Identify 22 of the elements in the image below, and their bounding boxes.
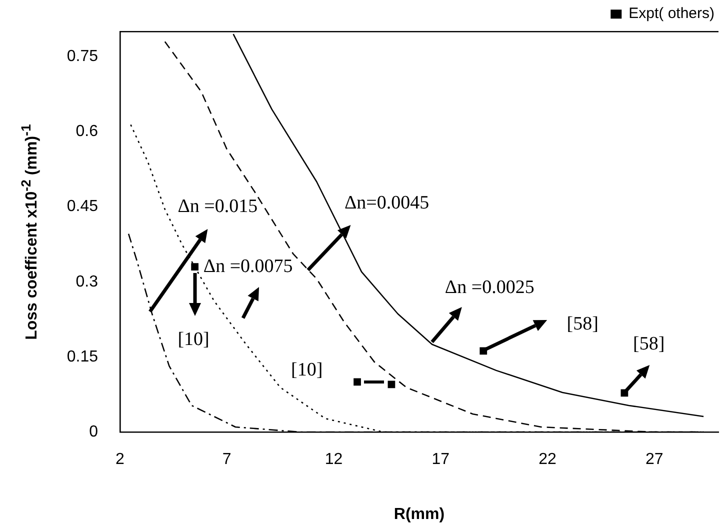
x-tick-label: 7 (222, 451, 232, 468)
annotation: [10] (178, 328, 210, 350)
x-tick-label: 27 (645, 451, 664, 468)
annotation: Δn=0.0045 (344, 192, 430, 214)
x-tick-label: 22 (538, 451, 556, 468)
x-tick-label: 12 (324, 451, 343, 468)
y-tick-label: 0 (89, 423, 98, 440)
annotation: [58] (633, 333, 665, 354)
x-tick-label: 17 (432, 451, 450, 468)
x-tick-label: 2 (116, 451, 125, 468)
annotation: Δn =0.0025 (444, 276, 534, 298)
legend-label: Expt( others) (628, 5, 715, 22)
y-tick-label: 0.45 (66, 198, 98, 216)
y-tick-label: 0.75 (66, 48, 98, 66)
y-tick-label: 0.6 (76, 123, 98, 140)
annotation: Δn =0.0075 (203, 256, 293, 277)
annotation: [10] (291, 359, 323, 380)
x-axis-title: R(mm) (394, 506, 445, 523)
y-tick-label: 0.15 (66, 348, 98, 366)
y-tick-label: 0.3 (76, 273, 98, 290)
annotation: Δn =0.015 (178, 196, 258, 217)
annotation: [58] (566, 313, 598, 334)
